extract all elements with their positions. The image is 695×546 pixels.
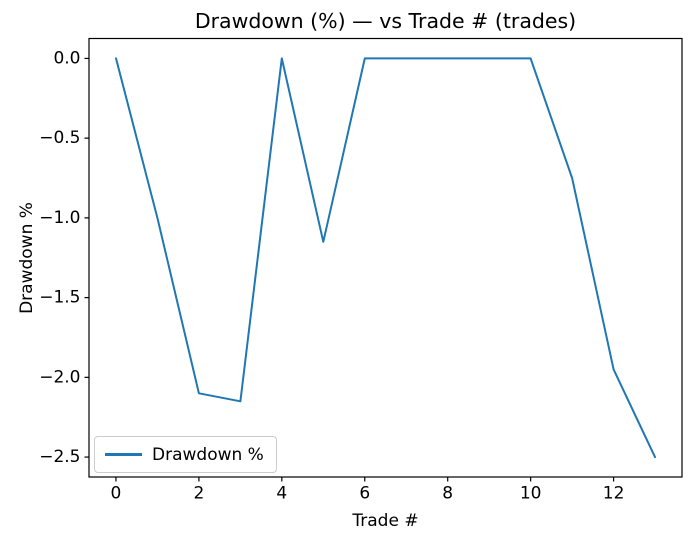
- x-tick-label: 0: [111, 484, 122, 504]
- x-ticks-group: 0 2 4 6 8 10 12: [111, 477, 625, 504]
- axes-frame-group: [88, 37, 683, 478]
- y-axis-label: Drawdown %: [17, 202, 37, 314]
- x-axis-label: Trade #: [352, 511, 419, 531]
- y-tick-label: −1.0: [39, 208, 80, 228]
- y-tick-label: −1.5: [39, 288, 80, 308]
- legend-entry-label: Drawdown %: [152, 444, 264, 465]
- x-tick-label: 6: [359, 484, 370, 504]
- chart-title: Drawdown (%) — vs Trade # (trades): [194, 9, 577, 33]
- y-tick-label: 0.0: [53, 48, 80, 68]
- legend: Drawdown %: [94, 436, 277, 473]
- drawdown-line: [115, 57, 656, 459]
- series-group: [115, 57, 656, 459]
- legend-line-swatch: [105, 453, 142, 456]
- x-tick-label: 12: [603, 484, 625, 504]
- x-tick-label: 8: [442, 484, 453, 504]
- x-tick-label: 4: [276, 484, 287, 504]
- y-ticks-group: 0.0 −0.5 −1.0 −1.5 −2.0 −2.5: [39, 48, 89, 467]
- y-tick-label: −2.5: [39, 447, 80, 467]
- y-tick-label: −0.5: [39, 128, 80, 148]
- axes-frame: [88, 37, 683, 478]
- x-tick-label: 10: [520, 484, 542, 504]
- x-tick-label: 2: [193, 484, 204, 504]
- y-tick-label: −2.0: [39, 367, 80, 387]
